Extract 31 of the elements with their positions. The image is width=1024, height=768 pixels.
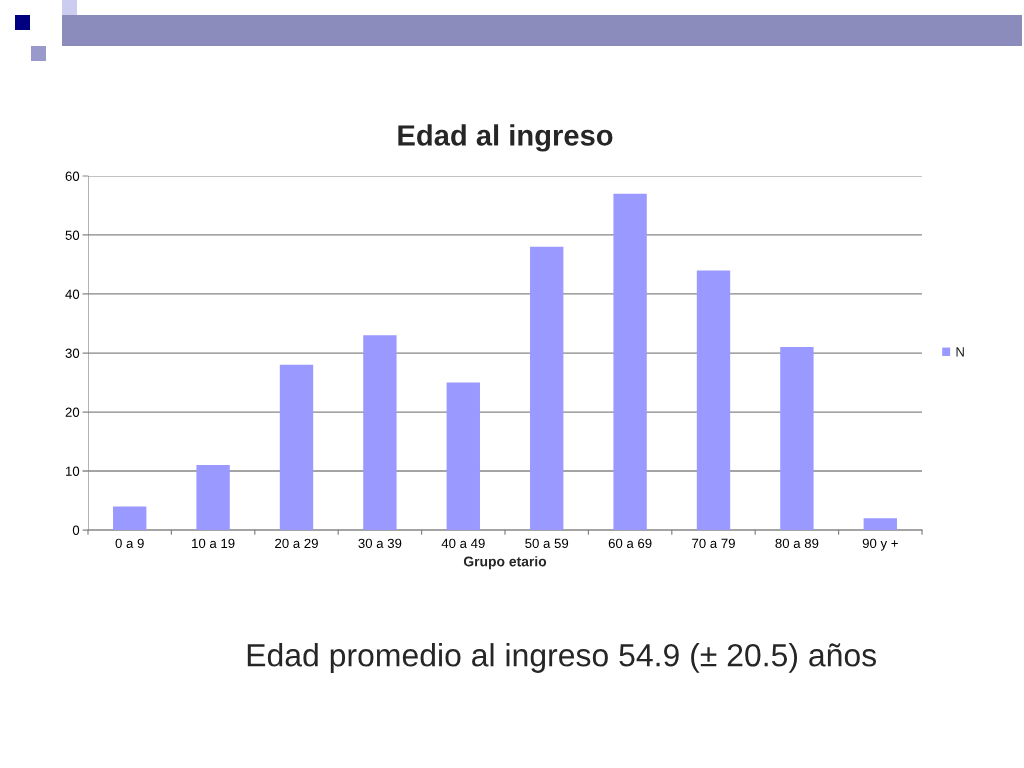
x-axis-title: Grupo etario <box>463 556 547 570</box>
bar <box>863 518 897 530</box>
x-tick-label: 0 a 9 <box>115 538 144 549</box>
x-tick-label: 50 a 59 <box>525 538 569 549</box>
y-tick-label: 20 <box>65 407 80 417</box>
y-tick-label: 40 <box>65 289 80 299</box>
bar <box>363 335 397 530</box>
x-tick-label: 40 a 49 <box>441 538 485 549</box>
bar <box>780 347 814 530</box>
bar <box>613 193 647 530</box>
x-tick-label: 30 a 39 <box>358 538 402 549</box>
y-tick-label: 0 <box>72 525 80 535</box>
y-tick-label: 50 <box>65 230 80 240</box>
x-tick-label: 90 y + <box>862 538 898 551</box>
y-tick-label: 60 <box>65 171 80 181</box>
legend-label: N <box>956 347 964 357</box>
x-tick-label: 70 a 79 <box>692 538 735 549</box>
x-tick-label: 10 a 19 <box>192 538 235 549</box>
bar <box>446 382 480 530</box>
bar <box>196 465 230 530</box>
chart-title: Edad al ingreso <box>398 124 613 152</box>
bar <box>696 270 731 530</box>
bar <box>279 364 314 530</box>
x-tick-label: 60 a 69 <box>608 538 652 549</box>
y-tick-label: 10 <box>66 466 80 476</box>
y-tick-label: 30 <box>65 348 80 358</box>
bar <box>530 246 564 530</box>
x-tick-label: 80 a 89 <box>775 538 819 549</box>
text: Edad promedio al ingreso 54.9 (± 20.5) años <box>247 643 876 673</box>
x-tick-label: 20 a 29 <box>275 538 318 549</box>
bar <box>113 506 147 530</box>
